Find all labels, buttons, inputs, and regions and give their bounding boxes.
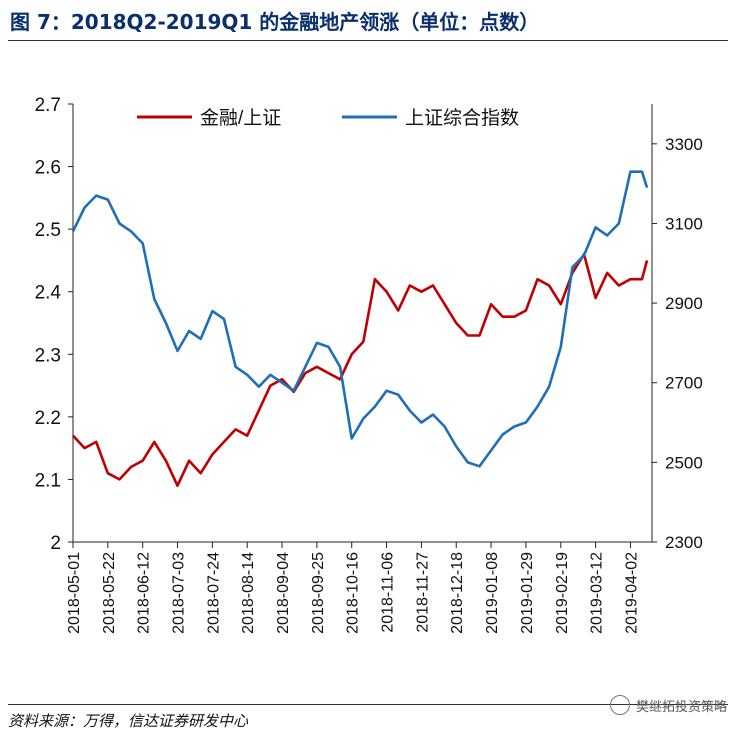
title-divider: [8, 40, 728, 41]
left-tick-label: 2.2: [35, 408, 61, 429]
left-tick-label: 2.5: [35, 220, 61, 241]
left-tick-label: 2.1: [35, 470, 61, 491]
left-tick-label: 2.6: [35, 158, 61, 179]
x-tick-label: 2018-11-06: [380, 552, 397, 633]
x-tick-label: 2018-05-22: [101, 552, 118, 634]
legend-label: 上证综合指数: [405, 107, 519, 129]
watermark-text: 樊继拓投资策略: [635, 699, 727, 715]
series-line-financial-ratio: [72, 252, 649, 488]
right-tick-label: 2500: [665, 453, 703, 472]
wechat-icon: [609, 695, 630, 715]
left-tick-label: 2.3: [35, 345, 61, 366]
source-note: 资料来源：万得，信达证券研发中心: [8, 712, 249, 730]
x-tick-label: 2018-09-04: [275, 552, 292, 634]
chart-title: 图 7：2018Q2-2019Q1 的金融地产领涨（单位：点数）: [10, 10, 540, 34]
right-tick-label: 2300: [665, 533, 703, 552]
x-tick-label: 2019-01-29: [519, 552, 536, 634]
right-tick-label: 2700: [665, 374, 703, 393]
line-chart: 2 2.1 2.2 2.3 2.4 2.5 2.6 2.7 2300 2500 2700 2900 31…: [35, 95, 703, 634]
left-tick-label: 2.7: [35, 95, 61, 116]
x-tick-label: 2018-11-27: [414, 552, 431, 633]
left-tick-label: 2: [50, 533, 61, 554]
x-tick-label: 2019-03-12: [589, 552, 606, 634]
right-tick-label: 3100: [665, 214, 703, 233]
x-tick-label: 2019-01-08: [484, 552, 501, 634]
left-tick-label: 2.4: [35, 283, 62, 304]
footer-divider: [8, 704, 728, 705]
series-line-shanghai-index: [71, 170, 649, 468]
x-tick-label: 2018-10-16: [345, 552, 362, 634]
x-tick-label: 2018-07-03: [171, 552, 188, 634]
watermark: 樊继拓投资策略: [609, 695, 727, 715]
x-tick-label: 2018-06-12: [136, 552, 153, 634]
x-tick-label: 2018-12-18: [449, 552, 466, 634]
right-tick-label: 2900: [665, 294, 703, 313]
x-tick-label: 2018-09-25: [310, 552, 327, 634]
legend-label: 金融/上证: [200, 107, 281, 129]
right-tick-label: 3300: [665, 135, 703, 154]
x-tick-label: 2018-08-14: [240, 552, 257, 634]
x-tick-label: 2018-05-01: [66, 552, 83, 634]
x-tick-label: 2018-07-24: [205, 552, 222, 634]
x-tick-label: 2019-02-19: [554, 552, 571, 634]
x-tick-label: 2019-04-02: [623, 552, 640, 634]
